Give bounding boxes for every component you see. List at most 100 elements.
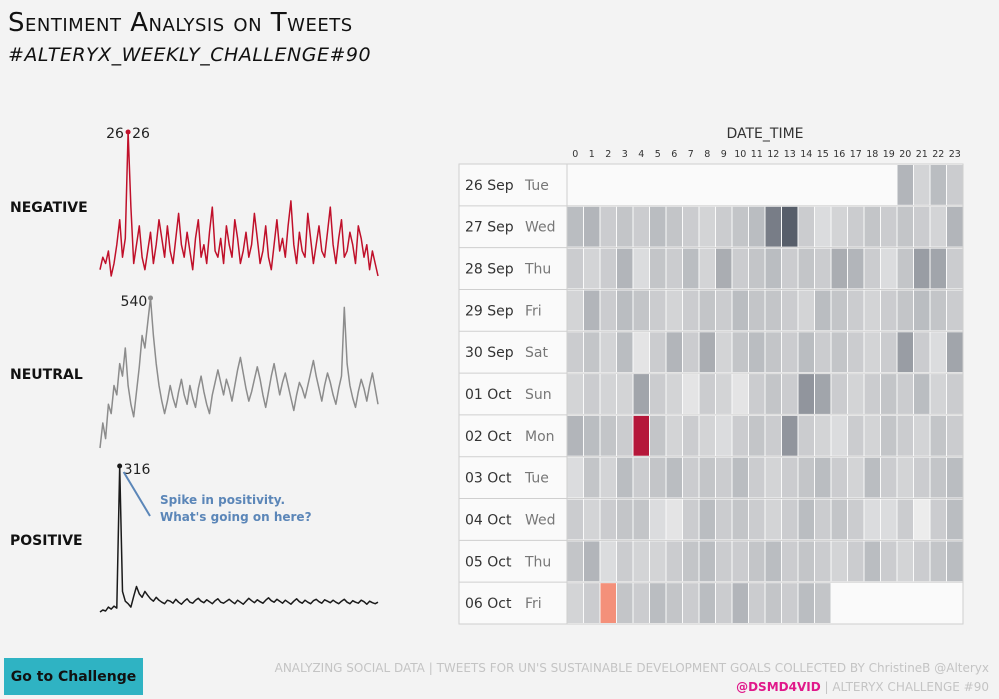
heatmap-cell[interactable] bbox=[815, 332, 831, 373]
heatmap-cell[interactable] bbox=[864, 457, 881, 498]
heatmap-cell[interactable] bbox=[881, 332, 897, 373]
heatmap-cell[interactable] bbox=[732, 332, 749, 373]
heatmap-cell[interactable] bbox=[897, 290, 914, 331]
heatmap-cell[interactable] bbox=[699, 290, 716, 331]
heatmap-cell[interactable] bbox=[798, 332, 815, 373]
heatmap-cell[interactable] bbox=[914, 415, 930, 456]
go-to-challenge-button[interactable]: Go to Challenge bbox=[4, 658, 143, 695]
heatmap-cell[interactable] bbox=[782, 457, 798, 498]
heatmap-cell[interactable] bbox=[897, 541, 914, 582]
heatmap-cell[interactable] bbox=[798, 457, 815, 498]
heatmap-cell[interactable] bbox=[584, 415, 600, 456]
heatmap-cell[interactable] bbox=[650, 583, 666, 623]
heatmap-cell[interactable] bbox=[831, 457, 848, 498]
heatmap-cell[interactable] bbox=[947, 248, 963, 289]
heatmap-cell[interactable] bbox=[716, 583, 732, 623]
heatmap-cell[interactable] bbox=[633, 499, 650, 540]
heatmap-cell[interactable] bbox=[864, 206, 881, 247]
heatmap-cell[interactable] bbox=[749, 374, 765, 414]
heatmap-cell[interactable] bbox=[600, 206, 617, 247]
heatmap-cell[interactable] bbox=[881, 248, 897, 289]
heatmap-cell[interactable] bbox=[683, 457, 699, 498]
heatmap-cell[interactable] bbox=[584, 499, 600, 540]
heatmap-cell[interactable] bbox=[716, 457, 732, 498]
heatmap-cell[interactable] bbox=[633, 374, 650, 414]
heatmap-cell[interactable] bbox=[584, 248, 600, 289]
heatmap-cell[interactable] bbox=[930, 206, 947, 247]
heatmap-cell[interactable] bbox=[798, 290, 815, 331]
heatmap-cell[interactable] bbox=[683, 374, 699, 414]
heatmap-cell[interactable] bbox=[683, 541, 699, 582]
heatmap-cell[interactable] bbox=[683, 415, 699, 456]
heatmap-cell[interactable] bbox=[600, 332, 617, 373]
heatmap-cell[interactable] bbox=[930, 165, 947, 205]
heatmap-cell[interactable] bbox=[914, 165, 930, 205]
heatmap-cell[interactable] bbox=[749, 583, 765, 623]
heatmap-cell[interactable] bbox=[666, 415, 683, 456]
heatmap-cell[interactable] bbox=[848, 415, 864, 456]
heatmap-cell[interactable] bbox=[666, 290, 683, 331]
heatmap-cell[interactable] bbox=[897, 415, 914, 456]
heatmap-cell[interactable] bbox=[567, 499, 584, 540]
heatmap-cell[interactable] bbox=[584, 541, 600, 582]
heatmap-cell[interactable] bbox=[567, 457, 584, 498]
heatmap-cell[interactable] bbox=[732, 248, 749, 289]
heatmap-cell[interactable] bbox=[633, 415, 650, 456]
heatmap-cell[interactable] bbox=[815, 290, 831, 331]
heatmap-cell[interactable] bbox=[567, 415, 584, 456]
heatmap-cell[interactable] bbox=[567, 541, 584, 582]
heatmap-cell[interactable] bbox=[633, 583, 650, 623]
heatmap-cell[interactable] bbox=[798, 541, 815, 582]
heatmap-cell[interactable] bbox=[567, 290, 584, 331]
heatmap-cell[interactable] bbox=[897, 499, 914, 540]
heatmap-cell[interactable] bbox=[848, 206, 864, 247]
heatmap-cell[interactable] bbox=[600, 583, 617, 623]
heatmap-cell[interactable] bbox=[600, 415, 617, 456]
heatmap-cell[interactable] bbox=[666, 248, 683, 289]
heatmap-cell[interactable] bbox=[930, 415, 947, 456]
heatmap-cell[interactable] bbox=[650, 206, 666, 247]
heatmap-cell[interactable] bbox=[699, 541, 716, 582]
heatmap-cell[interactable] bbox=[732, 499, 749, 540]
heatmap-cell[interactable] bbox=[584, 290, 600, 331]
heatmap-cell[interactable] bbox=[782, 332, 798, 373]
heatmap-cell[interactable] bbox=[666, 206, 683, 247]
heatmap-cell[interactable] bbox=[650, 332, 666, 373]
heatmap-cell[interactable] bbox=[815, 206, 831, 247]
heatmap-cell[interactable] bbox=[798, 583, 815, 623]
heatmap-cell[interactable] bbox=[666, 499, 683, 540]
heatmap-cell[interactable] bbox=[683, 583, 699, 623]
heatmap-cell[interactable] bbox=[765, 248, 782, 289]
heatmap-cell[interactable] bbox=[848, 457, 864, 498]
heatmap-cell[interactable] bbox=[914, 499, 930, 540]
heatmap-cell[interactable] bbox=[617, 541, 633, 582]
heatmap-cell[interactable] bbox=[633, 290, 650, 331]
heatmap-cell[interactable] bbox=[600, 290, 617, 331]
heatmap-cell[interactable] bbox=[765, 206, 782, 247]
heatmap-cell[interactable] bbox=[765, 457, 782, 498]
heatmap-cell[interactable] bbox=[914, 374, 930, 414]
heatmap-cell[interactable] bbox=[683, 332, 699, 373]
heatmap-cell[interactable] bbox=[782, 415, 798, 456]
heatmap-cell[interactable] bbox=[930, 457, 947, 498]
heatmap-cell[interactable] bbox=[947, 374, 963, 414]
heatmap-cell[interactable] bbox=[650, 374, 666, 414]
heatmap-cell[interactable] bbox=[815, 541, 831, 582]
heatmap-cell[interactable] bbox=[666, 457, 683, 498]
heatmap-cell[interactable] bbox=[683, 206, 699, 247]
heatmap-cell[interactable] bbox=[666, 374, 683, 414]
heatmap-cell[interactable] bbox=[815, 415, 831, 456]
heatmap-cell[interactable] bbox=[584, 583, 600, 623]
heatmap-cell[interactable] bbox=[584, 374, 600, 414]
heatmap-cell[interactable] bbox=[831, 290, 848, 331]
heatmap-cell[interactable] bbox=[947, 499, 963, 540]
heatmap-cell[interactable] bbox=[749, 541, 765, 582]
heatmap-cell[interactable] bbox=[897, 206, 914, 247]
heatmap-cell[interactable] bbox=[815, 499, 831, 540]
heatmap-cell[interactable] bbox=[732, 415, 749, 456]
heatmap-cell[interactable] bbox=[749, 206, 765, 247]
heatmap-cell[interactable] bbox=[765, 583, 782, 623]
heatmap-cell[interactable] bbox=[798, 206, 815, 247]
heatmap-cell[interactable] bbox=[699, 248, 716, 289]
heatmap-cell[interactable] bbox=[831, 248, 848, 289]
